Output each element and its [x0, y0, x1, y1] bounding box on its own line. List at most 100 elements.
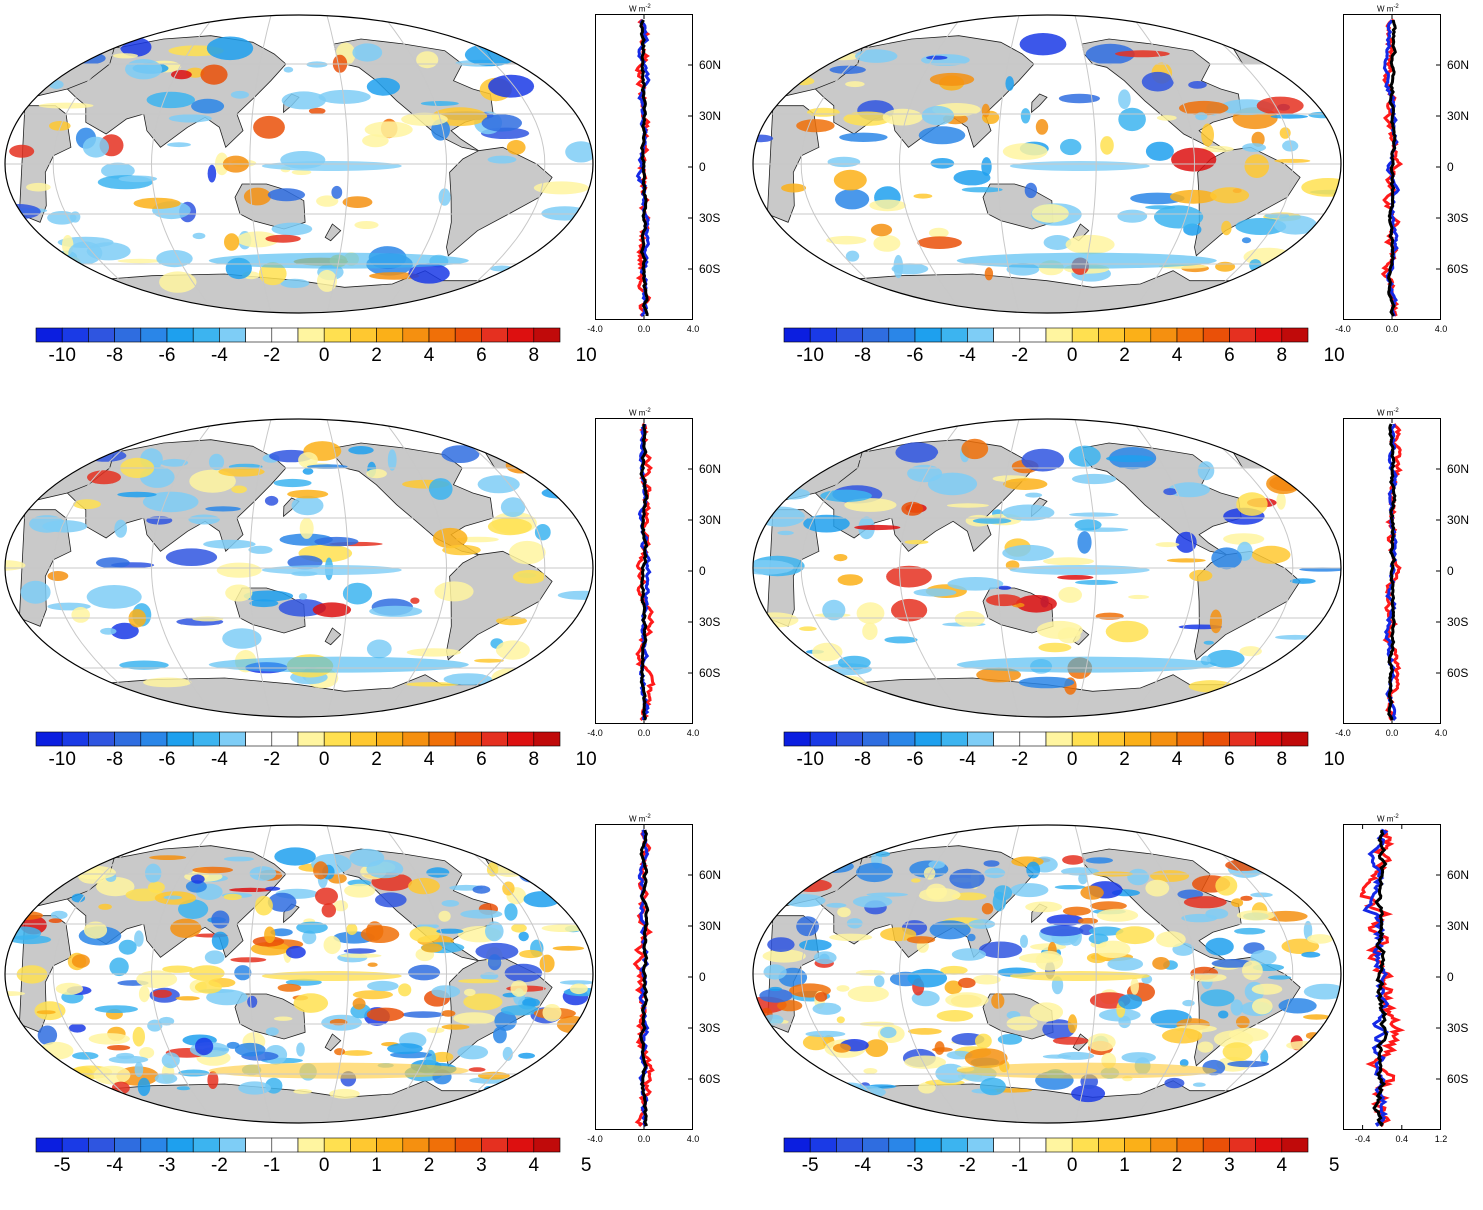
anomaly-patch [1058, 93, 1100, 104]
colorbar-swatch [454, 1137, 482, 1153]
anomaly-patch [203, 539, 256, 549]
colorbar-label: 0 [318, 1155, 330, 1176]
colorbar-swatch [88, 327, 115, 343]
anomaly-patch [312, 602, 352, 618]
anomaly-patch [167, 142, 191, 148]
anomaly-patch [208, 453, 225, 471]
anomaly-patch [334, 1048, 346, 1056]
anomaly-patch [1156, 115, 1177, 121]
anomaly-patch [293, 993, 329, 1013]
anomaly-patch [367, 980, 399, 992]
anomaly-patch [1057, 627, 1081, 644]
anomaly-patch [113, 53, 138, 59]
colorbar-swatch [1019, 1137, 1047, 1153]
colorbar-swatch [114, 731, 142, 747]
colorbar-swatch [166, 327, 194, 343]
colorbar-swatch [507, 1137, 535, 1153]
anomaly-patch [1279, 127, 1291, 139]
anomaly-patch [1179, 1059, 1189, 1067]
colorbar-swatch [1150, 1137, 1178, 1153]
anomaly-patch [1029, 1002, 1064, 1022]
colorbar-swatch [1281, 731, 1309, 747]
colorbar-label: -4 [958, 345, 976, 366]
colorbar-swatch [1045, 1137, 1073, 1153]
anomaly-patch [1189, 569, 1213, 582]
anomaly-patch [117, 258, 163, 264]
anomaly-patch [1301, 951, 1321, 958]
anomaly-patch [504, 903, 518, 921]
anomaly-patch [997, 1034, 1023, 1045]
anomaly-patch [1025, 901, 1063, 913]
zonal-profile [1343, 14, 1441, 320]
anomaly-patch [1218, 1010, 1229, 1019]
colorbar-swatch [914, 327, 942, 343]
anomaly-patch [207, 1071, 219, 1089]
anomaly-patch [283, 66, 294, 73]
colorbar-label: -1 [1011, 1155, 1029, 1176]
anomaly-patch [541, 924, 585, 932]
colorbar-swatch [1071, 327, 1099, 343]
anomaly-patch [339, 953, 382, 958]
anomaly-patch [291, 169, 312, 175]
anomaly-patch [142, 491, 199, 513]
anomaly-patch [1052, 1036, 1089, 1045]
colorbar-swatch [888, 1137, 916, 1153]
anomaly-patch [369, 272, 420, 280]
anomaly-patch [36, 1010, 56, 1015]
map-field [753, 419, 1341, 717]
anomaly-patch [296, 921, 328, 934]
anomaly-patch [1267, 975, 1292, 980]
colorbar-swatch [783, 731, 811, 747]
anomaly-patch [1002, 143, 1048, 160]
anomaly-patch [280, 278, 310, 288]
anomaly-patch [431, 1051, 454, 1063]
anomaly-patch [541, 206, 589, 221]
anomaly-patch [1156, 931, 1186, 948]
anomaly-patch [134, 930, 144, 947]
anomaly-patch [565, 141, 593, 163]
colorbar-swatch [888, 731, 916, 747]
lat-tick-label: 0 [1447, 970, 1454, 984]
anomaly-patch [901, 501, 924, 516]
anomaly-patch [807, 107, 840, 117]
anomaly-patch [195, 1037, 214, 1056]
colorbar-swatch [967, 731, 994, 747]
anomaly-patch [812, 642, 843, 662]
anomaly-patch [323, 935, 341, 955]
anomaly-patch [436, 928, 464, 934]
profile-x-tick-label: -4.0 [1335, 324, 1351, 334]
anomaly-patch [1183, 896, 1227, 909]
anomaly-patch [189, 469, 236, 493]
anomaly-patch [306, 61, 328, 68]
unit-text: W m [1377, 814, 1394, 824]
colorbar-label: -2 [1011, 345, 1029, 366]
anomaly-patch [1223, 533, 1265, 545]
anomaly-patch [125, 59, 163, 80]
anomaly-patch [493, 1026, 507, 1044]
anomaly-patch [302, 930, 317, 945]
anomaly-patch [1090, 901, 1127, 911]
anomaly-patch [477, 475, 520, 494]
profile-x-tick-label: -0.4 [1354, 1134, 1371, 1144]
anomaly-patch [93, 441, 113, 456]
anomaly-patch [108, 1055, 149, 1064]
profile-x-tick-label: 4.0 [686, 728, 700, 738]
colorbar-swatch [1045, 731, 1073, 747]
anomaly-patch [523, 891, 561, 908]
anomaly-patch [234, 1042, 266, 1057]
anomaly-patch [159, 271, 197, 293]
lat-tick-label: 60S [1447, 1072, 1469, 1086]
anomaly-patch [1038, 642, 1072, 653]
anomaly-patch [434, 581, 474, 602]
anomaly-patch [267, 188, 306, 202]
colorbar-swatch [271, 327, 299, 343]
colorbar-swatch [114, 327, 142, 343]
colorbar-swatch [993, 731, 1021, 747]
anomaly-patch [845, 81, 865, 88]
anomaly-patch [1301, 178, 1341, 197]
colorbar-swatch [1124, 327, 1152, 343]
anomaly-patch [918, 126, 966, 145]
colorbar-label: -10 [796, 749, 824, 770]
colorbar-label: 8 [528, 749, 540, 770]
anomaly-patch [1241, 237, 1252, 244]
